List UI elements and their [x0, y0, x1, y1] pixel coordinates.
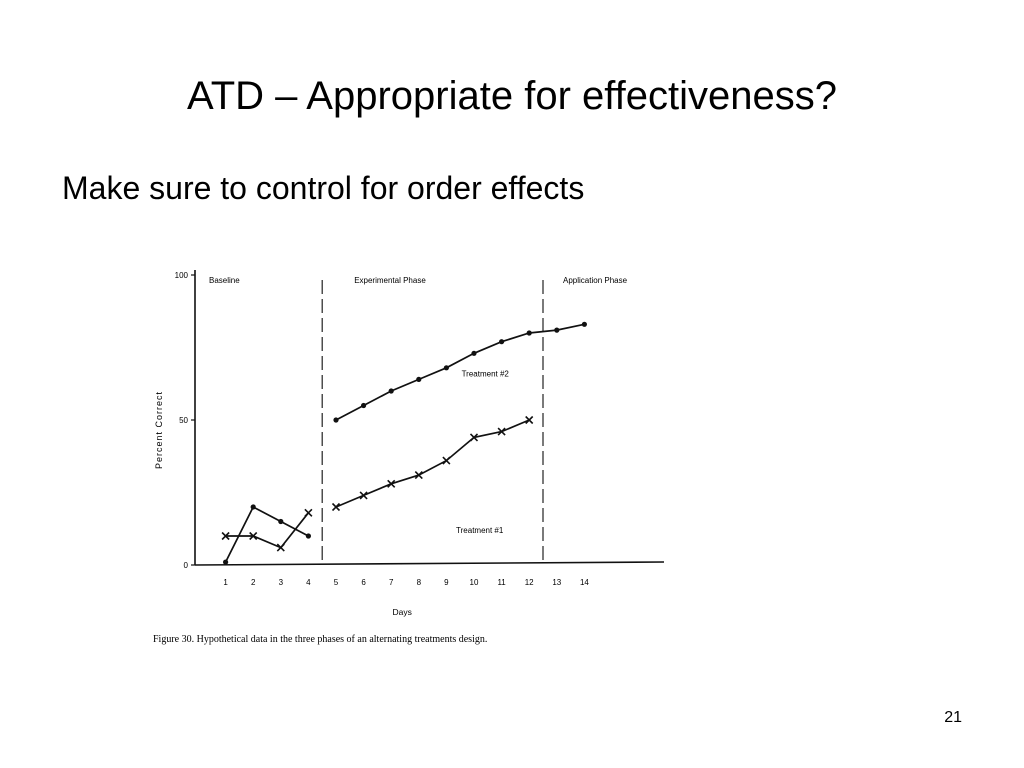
data-point: [499, 339, 505, 345]
data-point: [414, 471, 423, 480]
data-point: [276, 543, 285, 552]
x-axis-label: Days: [393, 607, 412, 617]
x-tick-label: 11: [497, 578, 506, 587]
data-point: [416, 376, 422, 382]
data-point: [471, 350, 477, 356]
slide-number: 21: [944, 709, 962, 726]
data-point: [388, 388, 394, 394]
y-axis-label: Percent Correct: [154, 391, 164, 469]
data-point: [250, 504, 256, 510]
data-point: [554, 327, 560, 333]
series-label-treatment-1: Treatment #1: [456, 526, 504, 535]
y-tick-label: 0: [184, 561, 189, 570]
figure-caption: Figure 30. Hypothetical data in the thre…: [153, 634, 487, 645]
data-point: [278, 518, 284, 525]
y-tick-label: 50: [179, 416, 188, 425]
series-line: [335, 419, 530, 508]
series-label-treatment-2: Treatment #2: [462, 370, 510, 379]
bullet-text: Make sure to control for order effects: [62, 170, 585, 206]
x-tick-label: 1: [223, 578, 228, 587]
data-point: [249, 531, 258, 541]
x-tick-label: 4: [306, 578, 311, 587]
data-point: [581, 321, 587, 327]
series-line: [224, 505, 309, 563]
data-point: [304, 508, 313, 517]
data-point: [331, 502, 341, 512]
x-tick-label: 13: [552, 578, 561, 587]
data-point: [333, 417, 339, 423]
x-axis-line: [194, 561, 665, 566]
phase-label: Baseline: [209, 276, 240, 285]
x-tick-label: 9: [444, 578, 449, 587]
data-point: [387, 479, 396, 488]
x-tick-label: 14: [580, 578, 589, 587]
data-point: [221, 531, 230, 541]
data-point: [497, 427, 506, 436]
data-point: [469, 433, 479, 442]
data-point: [526, 330, 532, 336]
x-tick-label: 3: [279, 578, 284, 587]
series-line: [335, 323, 585, 421]
phase-label: Application Phase: [563, 276, 628, 285]
x-tick-label: 12: [525, 578, 534, 587]
data-point: [443, 365, 449, 371]
slide-title: ATD – Appropriate for effectiveness?: [187, 74, 837, 118]
x-tick-label: 5: [334, 578, 339, 587]
data-point: [223, 559, 229, 565]
data-point: [305, 533, 311, 539]
data-point: [361, 402, 367, 409]
x-tick-label: 8: [417, 578, 422, 587]
x-tick-label: 2: [251, 578, 256, 587]
x-tick-label: 10: [470, 578, 479, 587]
phase-label: Experimental Phase: [354, 276, 426, 285]
series-line: [225, 512, 310, 549]
figure: 0 50 100 1 2 3 4 5 6 7 8 9 10 11 12 13 14 Days Percent Cor…: [140, 240, 680, 660]
y-tick-label: 100: [175, 271, 189, 280]
x-tick-label: 7: [389, 578, 394, 587]
x-tick-label: 6: [361, 578, 366, 587]
data-point: [525, 415, 534, 425]
data-point: [359, 491, 368, 500]
data-point: [442, 456, 451, 465]
